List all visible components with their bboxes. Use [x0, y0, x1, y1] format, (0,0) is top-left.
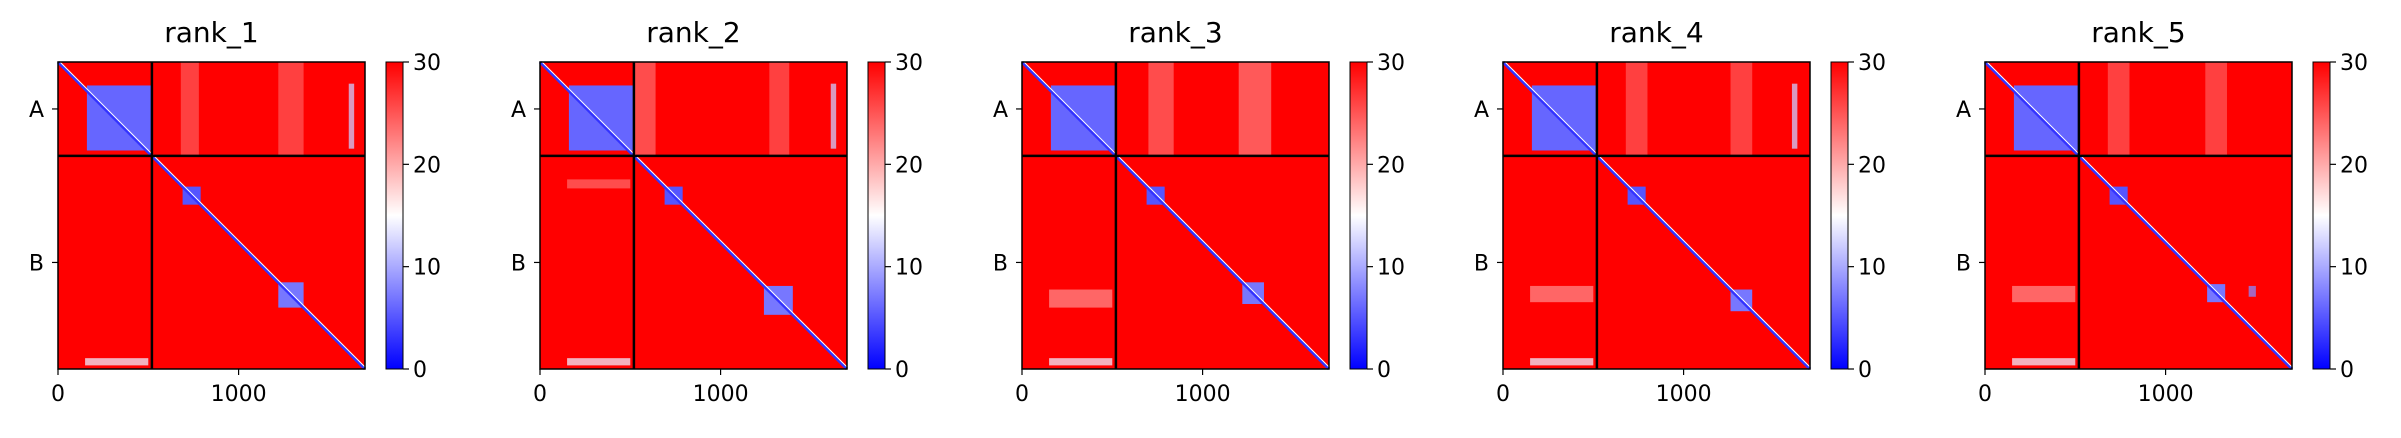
heatmap-stripe	[1530, 285, 1594, 303]
heatmap-stripe	[2248, 285, 2256, 297]
heatmap-domain-block	[568, 85, 634, 151]
y-tick-label: B	[29, 251, 44, 276]
y-tick-label: B	[993, 251, 1008, 276]
colorbar-tick-label: 20	[1858, 153, 1886, 178]
colorbar-tick-label: 0	[895, 358, 909, 383]
colorbar-tick-label: 30	[413, 51, 441, 76]
y-tick-label: A	[1474, 98, 1489, 123]
heatmap-stripe	[1530, 358, 1594, 366]
heatmap-frame	[57, 61, 366, 370]
heatmap-stripe	[1730, 62, 1753, 156]
x-tick-label: 0	[51, 382, 65, 407]
heatmap-diagonal	[1020, 60, 1331, 371]
heatmap-stripe	[85, 358, 149, 366]
x-tick-label: 1000	[1175, 382, 1231, 407]
heatmap-stripe	[633, 62, 656, 156]
x-tick-label: 1000	[211, 382, 267, 407]
x-tick-label: 0	[1496, 382, 1510, 407]
colorbar	[1349, 61, 1368, 370]
heatmap-stripe	[567, 358, 631, 366]
heatmap-stripe	[278, 62, 304, 156]
chart-title: rank_4	[1609, 16, 1703, 49]
colorbar-tick-label: 0	[1377, 358, 1391, 383]
chart-panel: rank_1 A B 0 1000 0 10 20 30	[29, 16, 441, 407]
colorbar-tick-label: 10	[2340, 256, 2368, 281]
heatmap-diagonal-highlight	[1023, 61, 1330, 368]
heatmap-stripe	[1049, 358, 1113, 366]
colorbar-tick-label: 0	[1858, 358, 1872, 383]
heatmap-stripe	[567, 179, 631, 189]
y-tick-label: B	[1474, 251, 1489, 276]
colorbar	[867, 61, 886, 370]
heatmap-diagonal	[538, 60, 849, 371]
heatmap-stripe	[180, 62, 199, 156]
heatmap-stripe	[1791, 83, 1798, 149]
chart-title: rank_1	[164, 16, 258, 49]
y-tick-label: B	[1956, 251, 1971, 276]
y-tick-label: A	[1956, 98, 1971, 123]
heatmap-domain-block	[86, 85, 152, 151]
heatmap-stripe	[2012, 358, 2076, 366]
colorbar-tick-label: 30	[895, 51, 923, 76]
heatmap-stripe	[348, 83, 355, 149]
y-tick-label: A	[511, 98, 526, 123]
heatmap-diagonal-highlight	[59, 61, 366, 368]
heatmap-frame	[1021, 61, 1330, 370]
colorbar	[2312, 61, 2331, 370]
x-tick-label: 1000	[2138, 382, 2194, 407]
heatmap-stripe	[2205, 62, 2227, 156]
heatmap-stripe	[2107, 62, 2130, 156]
chart-title: rank_5	[2091, 16, 2185, 49]
colorbar-tick-label: 20	[2340, 153, 2368, 178]
colorbar-tick-label: 0	[413, 358, 427, 383]
heatmap-stripe	[1148, 62, 1174, 156]
colorbar-tick-label: 20	[413, 153, 441, 178]
heatmap-frame	[1984, 61, 2293, 370]
heatmap-stripe	[1049, 289, 1113, 308]
y-tick-label: A	[993, 98, 1008, 123]
x-tick-label: 1000	[1656, 382, 1712, 407]
heatmap-diagonal	[1501, 60, 1812, 371]
heatmap-stripe	[1238, 62, 1272, 156]
x-tick-label: 1000	[693, 382, 749, 407]
colorbar	[385, 61, 404, 370]
chart-title: rank_2	[646, 16, 740, 49]
colorbar-tick-label: 20	[895, 153, 923, 178]
x-tick-label: 0	[1978, 382, 1992, 407]
heatmap-diagonal-highlight	[541, 61, 848, 368]
heatmap-diagonal	[1983, 60, 2294, 371]
colorbar-tick-label: 30	[2340, 51, 2368, 76]
heatmap-diagonal-highlight	[1986, 61, 2293, 368]
colorbar-tick-label: 10	[1858, 256, 1886, 281]
heatmap-diagonal	[56, 60, 367, 371]
colorbar-tick-label: 30	[1377, 51, 1405, 76]
heatmap-frame	[539, 61, 848, 370]
chart-panel: rank_3 A B 0 1000 0 10 20 30	[993, 16, 1405, 407]
heatmap-frame	[1502, 61, 1811, 370]
colorbar-tick-label: 10	[1377, 256, 1405, 281]
heatmap-stripe	[1625, 62, 1648, 156]
colorbar-tick-label: 20	[1377, 153, 1405, 178]
colorbar-tick-label: 0	[2340, 358, 2354, 383]
chart-panel: rank_5 A B 0 1000 0 10 20 30	[1956, 16, 2368, 407]
colorbar-tick-label: 10	[413, 256, 441, 281]
colorbar-tick-label: 10	[895, 256, 923, 281]
heatmap-stripe	[2012, 285, 2076, 303]
colorbar-tick-label: 30	[1858, 51, 1886, 76]
heatmap-domain-block	[1531, 85, 1597, 151]
heatmap-domain-block	[2013, 85, 2079, 151]
x-tick-label: 0	[533, 382, 547, 407]
colorbar	[1830, 61, 1849, 370]
heatmap-stripe	[769, 62, 790, 156]
x-tick-label: 0	[1015, 382, 1029, 407]
chart-title: rank_3	[1128, 16, 1222, 49]
heatmap-diagonal-highlight	[1504, 61, 1811, 368]
chart-panel: rank_2 A B 0 1000 0 10 20 30	[511, 16, 923, 407]
chart-panel: rank_4 A B 0 1000 0 10 20 30	[1474, 16, 1886, 407]
heatmap-stripe	[830, 83, 837, 149]
y-tick-label: A	[29, 98, 44, 123]
y-tick-label: B	[511, 251, 526, 276]
heatmap-domain-block	[1050, 85, 1116, 151]
